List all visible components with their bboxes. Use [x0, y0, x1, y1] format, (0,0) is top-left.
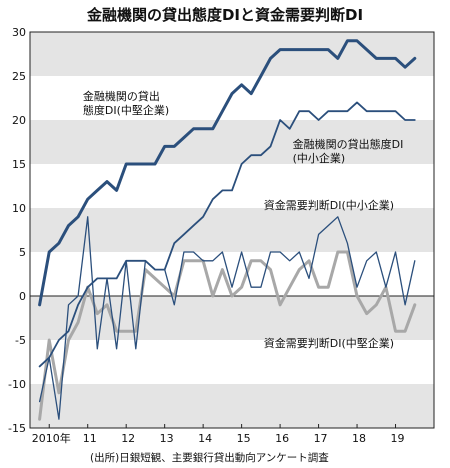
- y-tick-label: -15: [8, 422, 26, 435]
- y-tick-label: 20: [12, 114, 26, 127]
- chart-source: (出所)日銀短観、主要銀行貸出動向アンケート調査: [90, 452, 329, 464]
- y-tick-label: -10: [8, 378, 26, 391]
- plot-frame: [29, 31, 435, 429]
- grid-band: [30, 296, 434, 340]
- x-tick-label: 16: [275, 432, 289, 445]
- x-tick-label: 11: [83, 432, 97, 445]
- y-tick-label: 5: [19, 246, 26, 259]
- y-tick-label: -5: [15, 334, 26, 347]
- x-tick-label: 19: [391, 432, 405, 445]
- series-label: 金融機関の貸出態度DI: [293, 137, 404, 151]
- x-tick-label: 14: [198, 432, 212, 445]
- grid-band: [30, 384, 434, 428]
- y-tick-label: 0: [19, 290, 26, 303]
- y-tick-label: 25: [12, 70, 26, 83]
- x-tick-label: 15: [237, 432, 251, 445]
- y-tick-label: 15: [12, 158, 26, 171]
- series-line: [38, 101, 416, 368]
- x-tick-label: 12: [121, 432, 135, 445]
- series-label: 資金需要判断DI(中小企業): [264, 198, 394, 212]
- y-tick-label: 30: [12, 26, 26, 39]
- series-line: [38, 39, 417, 307]
- x-tick-label: 17: [314, 432, 328, 445]
- grid-band: [30, 120, 434, 164]
- series-line: [38, 216, 416, 420]
- x-tick-label: 18: [352, 432, 366, 445]
- grid-band: [30, 32, 434, 76]
- series-label: 資金需要判断DI(中堅企業): [264, 336, 394, 350]
- chart-title: 金融機関の貸出態度DIと資金需要判断DI: [86, 6, 364, 24]
- x-tick-label: 13: [160, 432, 174, 445]
- y-tick-label: 10: [12, 202, 26, 215]
- series-label: 態度DI(中堅企業): [83, 103, 169, 117]
- x-tick-label: 2010年: [32, 431, 71, 445]
- series-label: (中小企業): [293, 151, 346, 165]
- grid-band: [30, 208, 434, 252]
- series-label: 金融機関の貸出: [83, 89, 160, 103]
